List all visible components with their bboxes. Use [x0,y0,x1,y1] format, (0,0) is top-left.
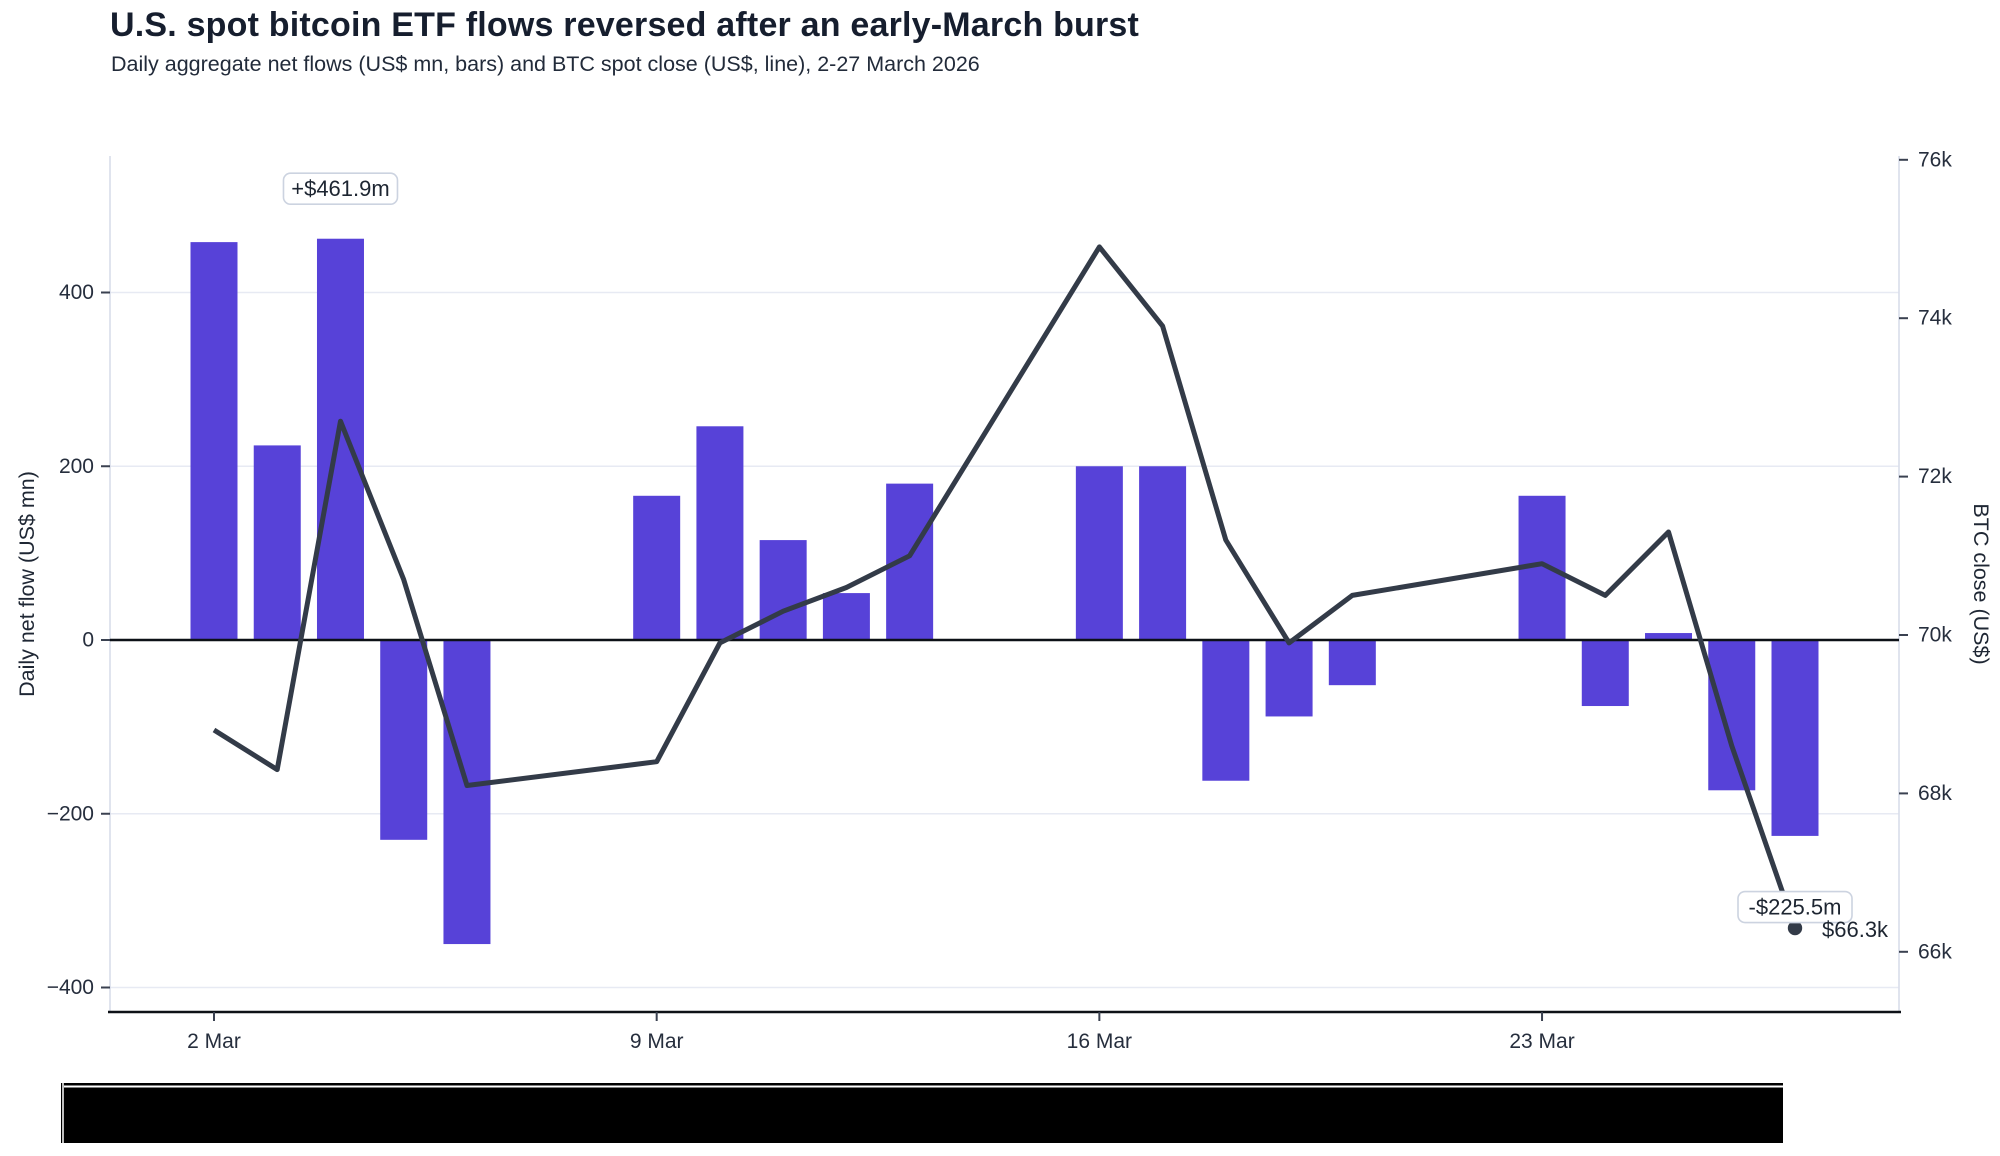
net-flow-bars [190,238,1819,945]
max-flow-annotation-label: +$461.9m [291,176,389,201]
left-tick-label: 400 [59,281,94,304]
net-flow-bar [759,540,807,640]
net-flow-bar [1265,640,1313,717]
chart-title: U.S. spot bitcoin ETF flows reversed aft… [110,6,1140,44]
left-tick-label: −200 [47,802,94,825]
net-flow-bar [822,593,870,640]
x-tick-label: 16 Mar [1067,1030,1132,1053]
redacted-footer-bar [61,1083,1783,1143]
right-tick-label: 76k [1918,148,1952,171]
btc-close-line [212,244,1803,936]
x-tick-label: 2 Mar [187,1030,241,1053]
left-tick-label: 0 [82,629,94,652]
last-flow-annotation-box [1737,890,1853,924]
left-tick-label: −400 [47,976,94,999]
right-tick-label: 66k [1918,940,1952,963]
annotations: +$461.9m -$225.5m$66.3k [282,172,1889,942]
net-flow-bar [1581,640,1629,707]
net-flow-bar [633,495,681,640]
net-flow-bar [1771,640,1819,836]
right-tick-label: 72k [1918,465,1952,488]
last-btc-annotation-label: $66.3k [1822,917,1889,942]
redaction-rect [61,1083,1783,1143]
btc-line-endpoint-dot [1787,920,1803,936]
net-flow-bar [380,640,428,840]
net-flow-bar [316,238,364,641]
left-axis-title: Daily net flow (US$ mn) [15,471,39,697]
axis-ticks-and-labels: 400 200 0 −200 −400 76k 74k 72k 70k 68k 66k 2 Mar 9 … [47,148,1953,1053]
net-flow-bar [1328,640,1376,686]
right-tick-label: 70k [1918,624,1952,647]
net-flow-bar [190,242,238,641]
net-flow-bar [443,640,491,945]
x-tick-label: 23 Mar [1509,1030,1574,1053]
max-flow-annotation-box [282,172,399,206]
btc-line-path [212,244,1798,929]
net-flow-bar [1645,633,1693,640]
right-tick-label: 68k [1918,782,1952,805]
net-flow-bar [696,426,744,640]
last-flow-annotation-label: -$225.5m [1749,895,1842,920]
net-flow-bar [253,445,301,640]
right-tick-label: 74k [1918,307,1952,330]
axis-spines [108,156,1901,1014]
net-flow-bar [1708,640,1756,791]
chart-subtitle: Daily aggregate net flows (US$ mn, bars)… [111,52,980,76]
net-flow-bar [1202,640,1250,781]
left-tick-label: 200 [59,455,94,478]
x-tick-label: 9 Mar [630,1030,684,1053]
net-flow-bar [1139,466,1187,640]
net-flow-bar [1075,466,1123,640]
right-axis-title: BTC close (US$) [1969,503,1993,664]
